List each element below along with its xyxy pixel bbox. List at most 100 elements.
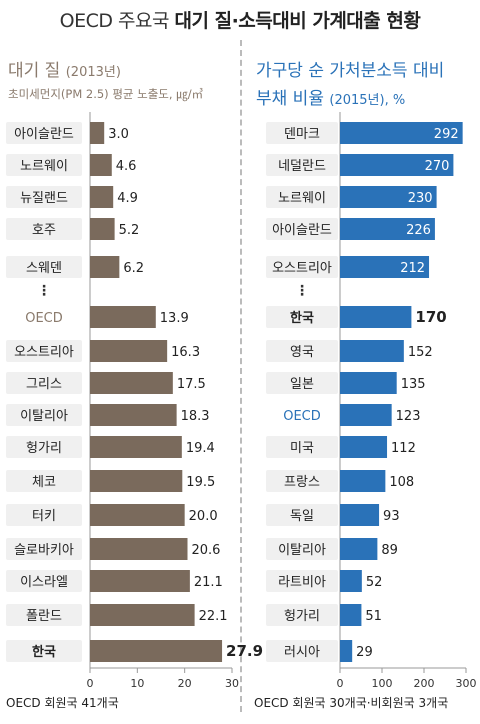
right-value-label: 135 xyxy=(401,377,426,392)
left-bar xyxy=(90,604,195,626)
right-x-tick-label: 300 xyxy=(456,677,477,690)
left-category-label-box xyxy=(6,538,82,560)
left-bar xyxy=(90,186,114,208)
left-category-label-box xyxy=(6,604,82,626)
right-x-tick-label: 200 xyxy=(414,677,435,690)
left-value-label: 4.6 xyxy=(116,159,137,174)
right-value-label: 52 xyxy=(366,575,383,590)
right-category-label-box xyxy=(266,538,338,560)
left-category-label: OECD xyxy=(25,311,63,326)
right-value-label: 226 xyxy=(406,223,431,238)
left-category-label-box xyxy=(6,154,82,176)
left-category-label: 헝가리 xyxy=(26,441,62,456)
left-category-label-box xyxy=(6,186,82,208)
left-category-label: 이스라엘 xyxy=(20,575,68,590)
right-category-label: 덴마크 xyxy=(284,127,320,142)
right-bar xyxy=(340,306,412,328)
left-category-label: 이탈리아 xyxy=(20,409,68,424)
right-value-label: 230 xyxy=(408,191,433,206)
left-x-tick-label: 20 xyxy=(178,677,192,690)
left-x-tick-label: 30 xyxy=(225,677,239,690)
right-bar xyxy=(340,154,454,176)
right-x-tick-label: 0 xyxy=(337,677,344,690)
right-category-label-box xyxy=(266,154,338,176)
right-panel-title-line1: 가구당 순 가처분소득 대비 xyxy=(256,61,445,81)
right-bar xyxy=(340,470,386,492)
right-value-label: 212 xyxy=(400,261,425,276)
right-value-label: 270 xyxy=(425,159,450,174)
left-value-label: 21.1 xyxy=(194,575,223,590)
left-title-text: 대기 질 xyxy=(8,61,61,81)
left-category-label: 스웨덴 xyxy=(26,261,62,276)
right-title-line2-text: 부채 비율 xyxy=(256,89,324,109)
right-category-label: 헝가리 xyxy=(284,609,320,624)
left-category-label-box xyxy=(6,570,82,592)
right-category-label-box xyxy=(266,504,338,526)
right-category-label: 노르웨이 xyxy=(278,191,326,206)
left-panel-title: 대기 질 (2013년) xyxy=(8,56,121,81)
right-bar xyxy=(340,604,362,626)
right-bar xyxy=(340,640,353,662)
left-category-label: 한국 xyxy=(32,644,56,660)
left-category-label: 뉴질랜드 xyxy=(20,191,68,206)
right-category-label-box xyxy=(266,218,338,240)
right-category-label: OECD xyxy=(283,409,321,424)
right-category-label-box xyxy=(266,186,338,208)
left-value-label: 19.4 xyxy=(186,441,215,456)
left-value-label: 4.9 xyxy=(117,191,138,206)
right-x-tick-label: 100 xyxy=(372,677,393,690)
right-value-label: 112 xyxy=(391,441,416,456)
right-category-label: 오스트리아 xyxy=(272,261,332,276)
right-value-label: 93 xyxy=(383,509,400,524)
left-title-year: (2013년) xyxy=(65,65,121,80)
left-category-label: 폴란드 xyxy=(26,609,62,624)
right-value-label: 89 xyxy=(381,543,398,558)
right-bar xyxy=(340,504,380,526)
left-value-label: 13.9 xyxy=(160,311,189,326)
right-category-label-box xyxy=(266,372,338,394)
left-value-label: 16.3 xyxy=(171,345,200,360)
right-value-label: 170 xyxy=(415,308,446,326)
right-panel-title-line2: 부채 비율 (2015년), % xyxy=(256,84,405,109)
left-category-label: 그리스 xyxy=(26,377,62,392)
left-bar xyxy=(90,218,115,240)
right-bar xyxy=(340,538,378,560)
right-category-label-box xyxy=(266,256,338,278)
right-category-label-box xyxy=(266,436,338,458)
right-category-label: 이탈리아 xyxy=(278,543,326,558)
right-bar xyxy=(340,218,435,240)
left-value-label: 27.9 xyxy=(226,642,263,660)
left-category-label-box xyxy=(6,372,82,394)
right-value-label: 29 xyxy=(356,645,373,660)
right-bar xyxy=(340,122,463,144)
left-panel-subtitle: 초미세먼지(PM 2.5) 평균 노출도, ㎍/㎥ xyxy=(8,87,204,101)
left-bar xyxy=(90,436,182,458)
right-category-label: 한국 xyxy=(290,310,314,326)
left-value-label: 5.2 xyxy=(119,223,140,238)
left-bar xyxy=(90,306,156,328)
left-value-label: 20.0 xyxy=(189,509,218,524)
left-bar xyxy=(90,340,168,362)
right-bar xyxy=(340,570,362,592)
right-category-label-box xyxy=(266,470,338,492)
right-ellipsis: ⋮ xyxy=(295,283,309,299)
left-category-label: 슬로바키아 xyxy=(14,543,74,558)
left-category-label-box xyxy=(6,122,82,144)
right-value-label: 108 xyxy=(389,475,414,490)
left-bar xyxy=(90,122,105,144)
right-category-label-box xyxy=(266,640,338,662)
left-bar xyxy=(90,538,188,560)
right-bar xyxy=(340,256,430,278)
right-category-label-box xyxy=(266,306,338,328)
panel-divider xyxy=(240,40,242,712)
left-value-label: 6.2 xyxy=(123,261,144,276)
left-category-label: 체코 xyxy=(32,475,56,490)
right-category-label-box xyxy=(266,570,338,592)
right-value-label: 51 xyxy=(365,609,382,624)
left-category-label-box xyxy=(6,436,82,458)
right-title-line2-suffix: (2015년), % xyxy=(329,93,406,108)
left-category-label-box xyxy=(6,256,82,278)
left-value-label: 20.6 xyxy=(192,543,221,558)
right-bar xyxy=(340,372,397,394)
left-bar xyxy=(90,404,177,426)
